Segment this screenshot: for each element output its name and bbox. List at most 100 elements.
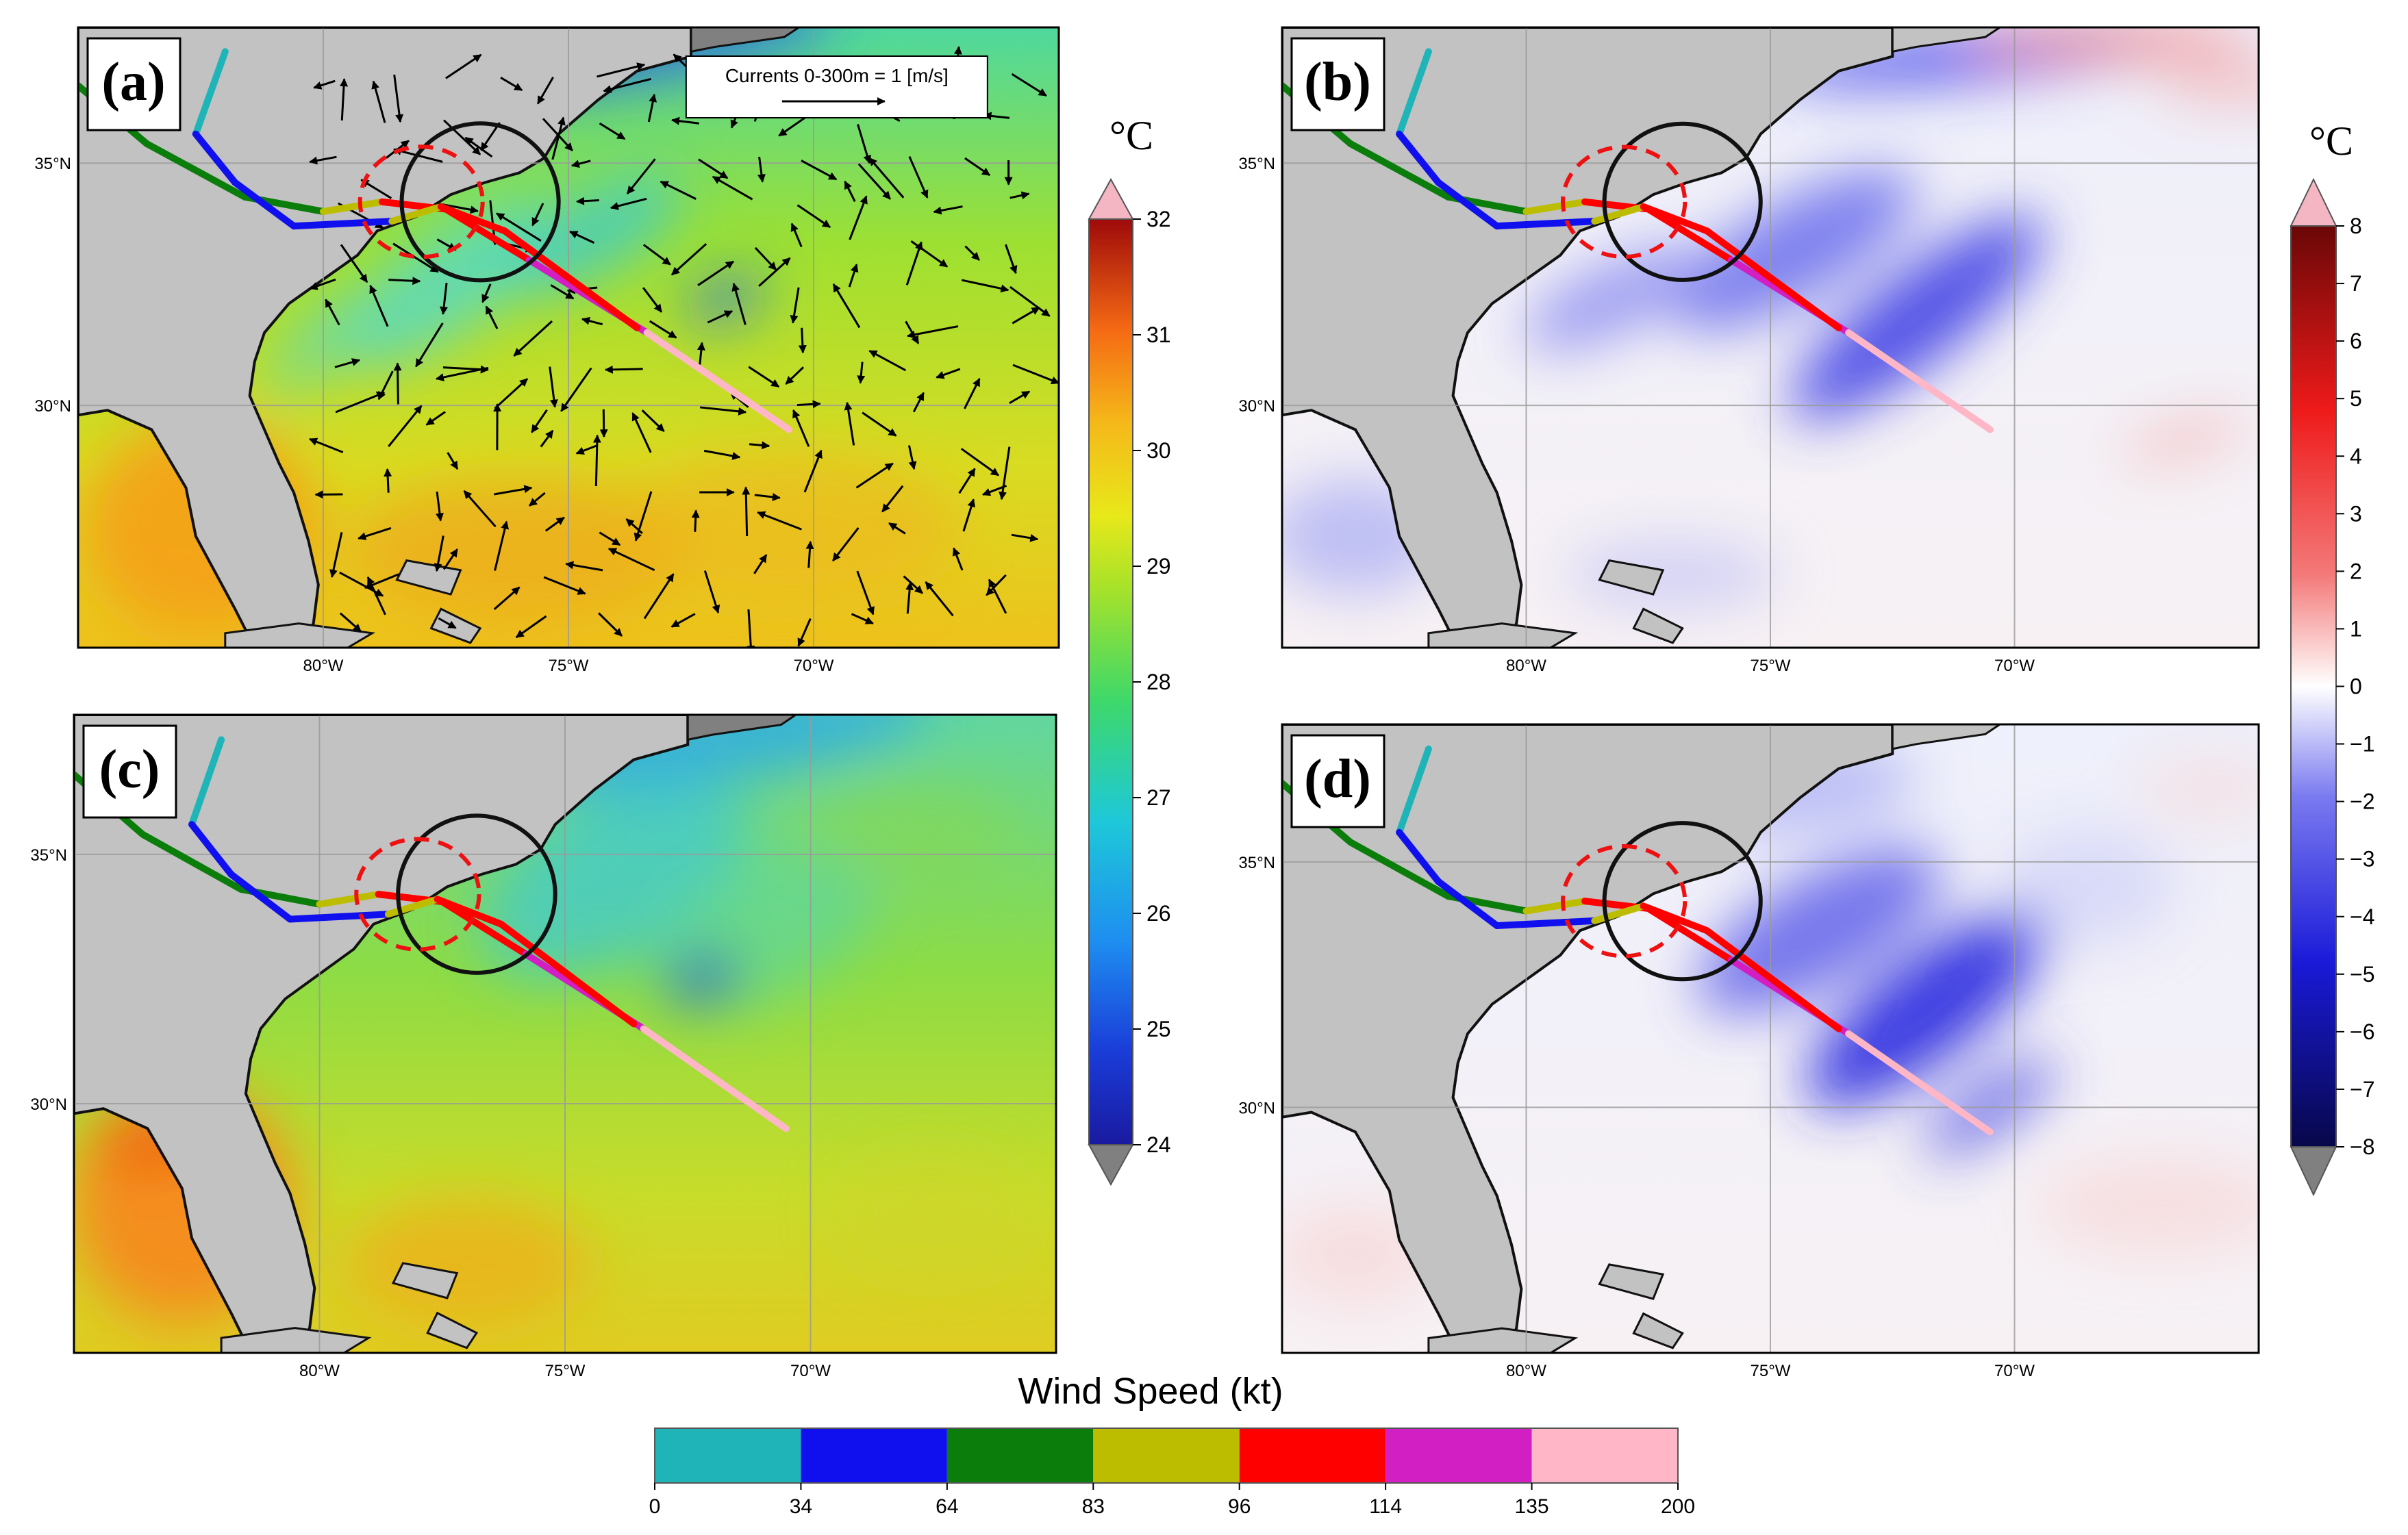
- quiver-key-label: Currents 0-300m = 1 [m/s]: [725, 65, 949, 86]
- cuba-land: [224, 622, 376, 648]
- colorbar-tick-label: 7: [2350, 271, 2362, 296]
- track-best-segment: [643, 329, 793, 433]
- track-model-segment: [231, 179, 298, 230]
- colorbar-tick-label: 29: [1146, 554, 1171, 579]
- lon-tick-label: 75°W: [1751, 657, 1791, 675]
- diff-colorbar-unit: °C: [2309, 118, 2353, 164]
- colorbar-tick-label: −2: [2350, 789, 2374, 814]
- lat-tick-label: 30°N: [30, 1095, 67, 1114]
- panel-c: (c) 80°W 75°W 70°W 35°N 30°N: [30, 713, 1057, 1380]
- gridlines: [1282, 724, 2259, 1353]
- colorbar-tick-label: 3: [2350, 501, 2362, 526]
- diff-colorbar-bar: [2290, 225, 2337, 1147]
- focus-circle: [1602, 821, 1763, 982]
- diff-colorbar-under-triangle: [2290, 1146, 2337, 1197]
- track-model-segment: [434, 896, 505, 928]
- panel-label-box: [1290, 734, 1385, 828]
- colorbar-tick-label: 5: [2350, 386, 2362, 411]
- sst-colorbar: °C 24 25 26 27 28 29 30 31 32: [1088, 113, 1171, 1187]
- track-model-segment: [286, 911, 392, 923]
- sst-colorbar-bar: [1088, 218, 1133, 1145]
- track-model-segment: [188, 821, 235, 878]
- storm-tracks: [1282, 48, 1994, 433]
- track-best-segment: [143, 140, 249, 201]
- wind-colorbar-segment: [801, 1428, 947, 1483]
- track-model-segment: [1493, 917, 1598, 930]
- wind-colorbar-segment: [1239, 1428, 1386, 1483]
- storm-tracks: [74, 736, 790, 1132]
- wind-colorbar-segment: [655, 1428, 801, 1483]
- track-best-segment: [1845, 1030, 1994, 1136]
- colorbar-tick-label: −3: [2350, 847, 2374, 872]
- panel-frame: [1281, 723, 2260, 1354]
- panel-label: (a): [101, 52, 165, 112]
- track-best-segment: [438, 898, 529, 958]
- panel-label-box: [82, 724, 177, 819]
- track-model-segment: [1591, 902, 1647, 924]
- lon-tick-label: 75°W: [1751, 1362, 1791, 1380]
- track-model-segment: [1396, 828, 1442, 885]
- bahamas-island: [391, 1262, 459, 1299]
- track-model-segment: [1396, 130, 1442, 186]
- panel-frame: [77, 26, 1060, 649]
- cape-cod-land: [1891, 27, 2002, 53]
- colorbar-tick-label: −1: [2350, 732, 2374, 757]
- colorbar-tick-label: 6: [2350, 329, 2362, 353]
- track-model-segment: [192, 48, 229, 138]
- track-model-segment: [290, 218, 396, 230]
- wind-colorbar-tick-label: 34: [790, 1495, 812, 1518]
- colorbar-tick-label: 32: [1146, 207, 1171, 231]
- lon-tick-label: 80°W: [1506, 657, 1546, 675]
- wind-colorbar-title: Wind Speed (kt): [1018, 1371, 1283, 1412]
- wind-colorbar-segment: [1531, 1428, 1678, 1483]
- landfall-dashed-circle: [354, 837, 481, 952]
- wind-colorbar-segment: [1385, 1428, 1532, 1483]
- wind-colorbar-tick-label: 135: [1515, 1495, 1549, 1518]
- bahamas-island: [1598, 1263, 1665, 1300]
- landfall-dashed-circle: [358, 144, 485, 259]
- track-best-segment: [139, 830, 244, 893]
- wind-colorbar-segment: [946, 1428, 1094, 1483]
- lat-tick-label: 35°N: [1238, 155, 1275, 173]
- lat-tick-label: 30°N: [1238, 1099, 1275, 1117]
- track-model-segment: [1703, 227, 1842, 331]
- quiver-key-box: [685, 55, 988, 118]
- track-model-segment: [1493, 218, 1598, 230]
- lon-tick-label: 75°W: [549, 657, 589, 675]
- colorbar-tick-label: −6: [2350, 1019, 2374, 1044]
- wind-colorbar-tick-label: 64: [936, 1495, 958, 1518]
- lon-tick-label: 80°W: [303, 657, 344, 675]
- lat-tick-label: 35°N: [1238, 854, 1275, 872]
- lon-tick-label: 70°W: [1994, 1362, 2035, 1380]
- landfall-dashed-circle: [1560, 843, 1688, 959]
- landfall-dashed-circle: [1560, 144, 1688, 259]
- panel-label-box: [1290, 37, 1385, 131]
- lon-tick-label: 70°W: [790, 1362, 831, 1380]
- cape-cod-land: [1891, 724, 2002, 750]
- cape-cod-land: [686, 715, 798, 741]
- wind-colorbar-frame: [654, 1428, 1679, 1484]
- bahamas-island: [1632, 1312, 1684, 1349]
- diff-colorbar: °C −8 −7 −6 −5 −4 −3 −2 −1 0 1 2 3 4 5 6 7 8: [2290, 118, 2374, 1197]
- track-best-segment: [1522, 898, 1589, 915]
- colorbar-tick-label: 28: [1146, 670, 1171, 694]
- colorbar-tick-label: 4: [2350, 444, 2362, 468]
- panel-label: (d): [1304, 749, 1371, 809]
- track-model-segment: [497, 920, 638, 1028]
- lat-tick-label: 35°N: [34, 155, 71, 173]
- sst-colorbar-under-triangle: [1088, 1144, 1134, 1187]
- panel-label: (b): [1304, 52, 1371, 112]
- track-model-segment: [1640, 203, 1711, 235]
- focus-circle: [1602, 121, 1763, 282]
- lon-tick-label: 75°W: [545, 1362, 586, 1380]
- track-model-segment: [1396, 48, 1432, 138]
- track-best-segment: [640, 1025, 790, 1132]
- colorbar-tick-label: 26: [1146, 901, 1171, 926]
- colorbar-tick-label: 27: [1146, 785, 1171, 810]
- track-best-segment: [1644, 904, 1735, 964]
- lat-tick-label: 30°N: [34, 397, 71, 416]
- colorbar-tick-label: 2: [2350, 559, 2362, 583]
- colorbar-tick-label: 1: [2350, 616, 2362, 641]
- panel-b: (b) 80°W 75°W 70°W 35°N 30°N: [1238, 26, 2260, 675]
